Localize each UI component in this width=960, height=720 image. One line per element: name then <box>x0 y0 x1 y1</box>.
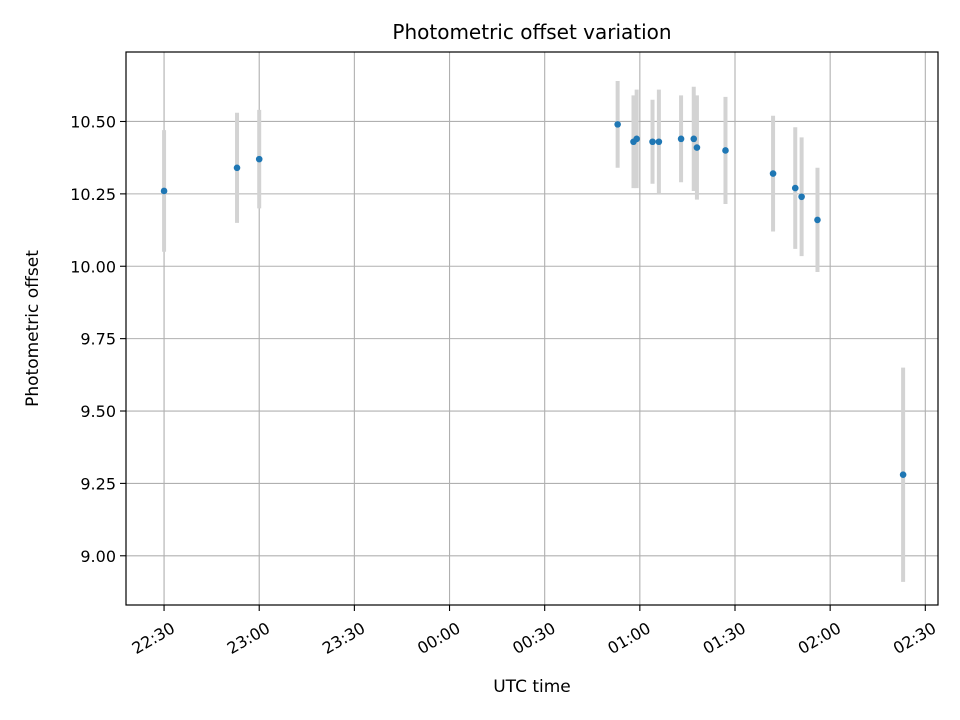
x-tick-label: 01:30 <box>700 618 749 658</box>
data-point <box>693 144 701 151</box>
y-tick-label: 9.75 <box>80 330 116 349</box>
x-axis-label: UTC time <box>493 677 571 697</box>
data-point <box>633 135 640 143</box>
data-points <box>160 121 907 479</box>
grid <box>126 52 938 605</box>
chart-title: Photometric offset variation <box>392 20 671 44</box>
data-point <box>677 135 685 143</box>
y-axis-label: Photometric offset <box>23 250 43 407</box>
x-tick-label: 23:00 <box>224 618 273 658</box>
y-tick-label: 9.50 <box>80 402 116 421</box>
errorbars <box>162 80 906 582</box>
y-tick-label: 9.25 <box>80 474 116 493</box>
y-tick-label: 10.00 <box>70 257 116 276</box>
data-point <box>614 121 621 128</box>
data-point <box>899 471 907 479</box>
y-tick-label: 9.00 <box>80 547 116 566</box>
y-tick-label: 10.25 <box>70 185 116 204</box>
data-point <box>722 147 729 154</box>
y-axis-ticks: 9.00 9.25 9.50 9.75 10.00 10.25 10.50 <box>70 112 126 566</box>
data-point <box>233 164 241 172</box>
data-point <box>769 170 777 177</box>
data-point <box>255 155 263 163</box>
data-point <box>791 184 799 192</box>
data-point <box>649 138 656 146</box>
x-tick-label: 22:30 <box>129 618 178 658</box>
x-tick-label: 00:00 <box>414 618 463 658</box>
data-point <box>690 135 698 143</box>
plot-frame <box>125 51 939 606</box>
x-tick-label: 02:30 <box>890 618 939 658</box>
data-point <box>814 216 821 224</box>
data-point <box>798 193 805 201</box>
x-tick-label: 01:00 <box>604 618 653 658</box>
x-tick-label: 00:30 <box>509 618 558 658</box>
y-tick-label: 10.50 <box>70 112 116 131</box>
x-tick-label: 02:00 <box>795 618 844 658</box>
data-point <box>655 138 663 146</box>
data-point <box>160 187 168 195</box>
x-axis-ticks: 22:30 23:00 23:30 00:00 00:30 01:00 01:30 02:00… <box>129 605 939 658</box>
x-tick-label: 23:30 <box>319 618 368 658</box>
